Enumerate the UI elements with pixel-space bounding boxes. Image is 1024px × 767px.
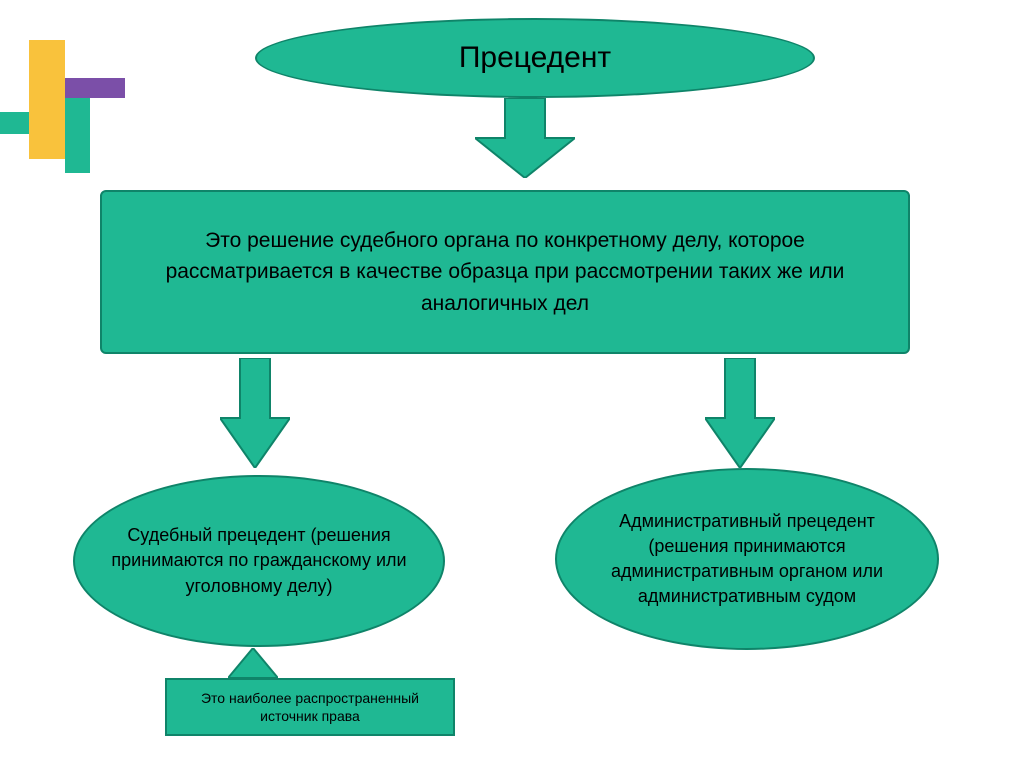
callout-pointer-fill <box>228 648 278 678</box>
right-node-ellipse: Административный прецедент (решения прин… <box>555 468 939 650</box>
deco-teal-bar-v <box>65 98 90 173</box>
arrow-def-to-right <box>705 358 775 468</box>
deco-yellow-bar <box>29 40 65 159</box>
title-ellipse: Прецедент <box>255 18 815 98</box>
callout-pointer <box>228 648 278 680</box>
definition-box: Это решение судебного органа по конкретн… <box>100 190 910 354</box>
arrow-fill <box>475 98 575 178</box>
right-node-text: Административный прецедент (решения прин… <box>587 509 907 610</box>
callout-text: Это наиболее распространенный источник п… <box>177 689 443 725</box>
deco-purple-bar <box>65 78 125 98</box>
definition-text: Это решение судебного органа по конкретн… <box>122 225 888 320</box>
deco-teal-bar-h <box>0 112 29 134</box>
arrow-def-to-left <box>220 358 290 468</box>
left-node-text: Судебный прецедент (решения принимаются … <box>105 523 413 599</box>
arrow-title-to-def <box>475 98 575 178</box>
arrow2-fill <box>220 358 290 468</box>
left-node-ellipse: Судебный прецедент (решения принимаются … <box>73 475 445 647</box>
title-text: Прецедент <box>459 41 611 75</box>
callout-box: Это наиболее распространенный источник п… <box>165 678 455 736</box>
arrow3-fill <box>705 358 775 468</box>
